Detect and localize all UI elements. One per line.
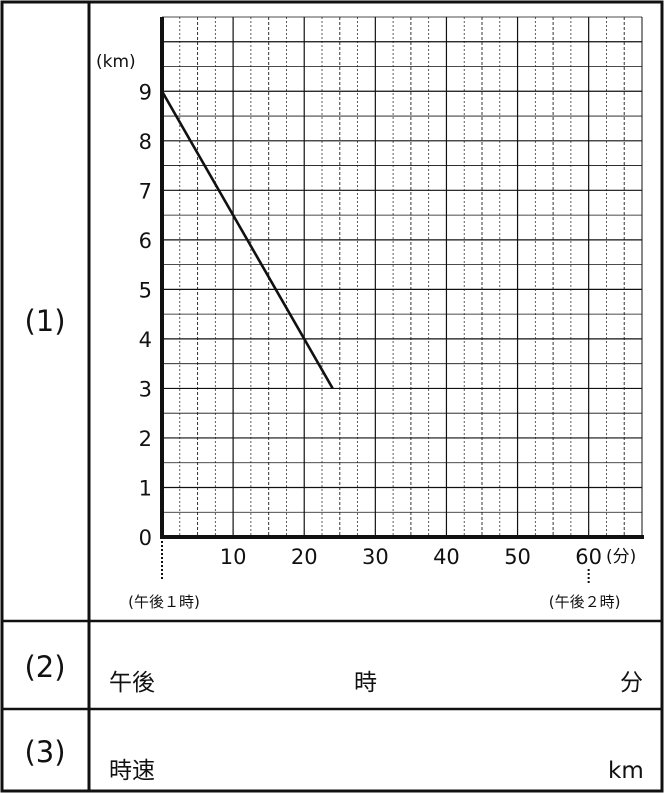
- x-tick-label: 10: [220, 545, 247, 569]
- x-tick-label: 40: [433, 545, 460, 569]
- major-grid: [162, 16, 643, 537]
- y-tick-label: 2: [139, 427, 152, 451]
- y-tick-label: 7: [139, 179, 152, 203]
- y-axis-label: (km): [96, 52, 136, 72]
- y-tick-label: 6: [139, 229, 152, 253]
- row-2-hour-unit: 時: [354, 670, 377, 696]
- row-2-label: (2): [24, 650, 65, 684]
- start-time-label: (午後１時): [128, 593, 200, 611]
- y-tick-labels: 0 1 2 3 4 5 6 7 8 9: [139, 80, 152, 550]
- y-tick-label: 9: [139, 80, 152, 104]
- y-tick-label: 4: [139, 328, 152, 352]
- series-line: [160, 90, 334, 390]
- y-tick-label: 1: [139, 476, 152, 500]
- x-tick-label: 20: [291, 545, 318, 569]
- row-2-minute-unit: 分: [620, 670, 643, 696]
- row-2-prefix: 午後: [109, 670, 155, 696]
- y-tick-label: 3: [139, 377, 152, 401]
- y-tick-label: 8: [139, 130, 152, 154]
- y-tick-label: 0: [139, 526, 152, 550]
- y-tick-label: 5: [139, 278, 152, 302]
- x-tick-label: 50: [504, 545, 531, 569]
- row-3-unit: km: [608, 758, 644, 784]
- minor-grid: [179, 17, 643, 537]
- axes: [160, 17, 644, 539]
- x-tick-label: 30: [362, 545, 389, 569]
- x-tick-label: 60: [575, 545, 602, 569]
- end-time-label: (午後２時): [549, 593, 621, 611]
- x-axis-label: (分): [606, 547, 636, 567]
- data-series: [160, 90, 334, 390]
- row-1-label: (1): [24, 304, 65, 338]
- row-3-prefix: 時速: [109, 758, 155, 784]
- x-tick-labels: 10 20 30 40 50 60: [220, 545, 602, 569]
- row-3-label: (3): [24, 735, 65, 769]
